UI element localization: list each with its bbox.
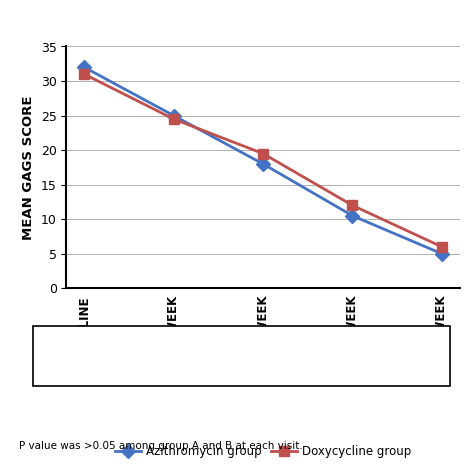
Line: Doxycycline group: Doxycycline group	[79, 69, 447, 252]
Doxycycline group	[171, 116, 176, 122]
Doxycycline group	[439, 244, 445, 250]
Azithromycin group	[260, 161, 266, 167]
Line: Azithromycin group: Azithromycin group	[79, 62, 447, 259]
Text: P value was >0.05 among group A and B at each visit.: P value was >0.05 among group A and B at…	[19, 441, 303, 451]
Azithromycin group	[350, 213, 356, 219]
Y-axis label: MEAN GAGS SCORE: MEAN GAGS SCORE	[22, 95, 35, 239]
Doxycycline group	[82, 71, 87, 77]
Legend: Azithromycin group, Doxycycline group: Azithromycin group, Doxycycline group	[112, 442, 414, 462]
Azithromycin group	[171, 113, 176, 119]
Doxycycline group	[260, 151, 266, 156]
Azithromycin group	[439, 251, 445, 257]
Azithromycin group	[82, 65, 87, 70]
Doxycycline group	[350, 203, 356, 208]
